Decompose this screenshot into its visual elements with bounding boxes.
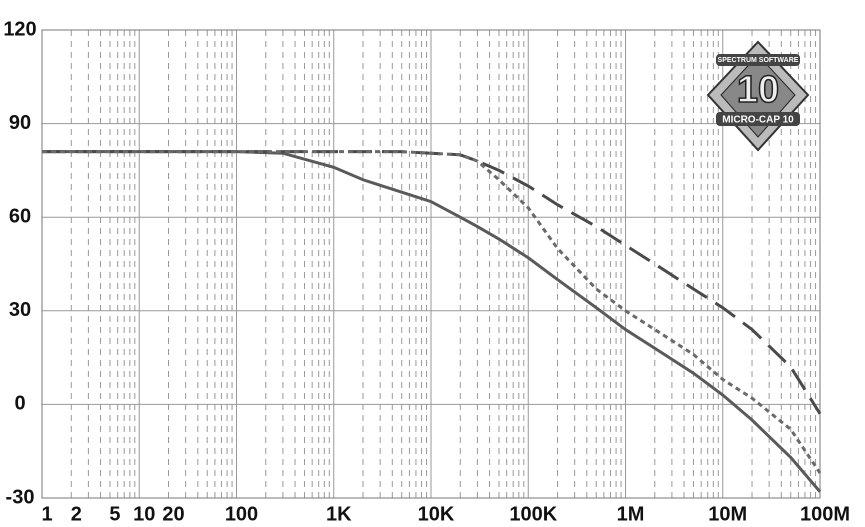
- x-tick-label: 10M: [708, 503, 747, 525]
- x-tick-label: 20: [162, 503, 184, 525]
- logo-inner: [720, 54, 796, 138]
- y-tick-label: -30: [6, 486, 35, 508]
- logo-band: [716, 54, 800, 66]
- x-tick-label: 2: [71, 503, 82, 525]
- logo-band: [716, 112, 800, 126]
- y-tick-label: 90: [9, 112, 31, 134]
- x-tick-label: 5: [109, 503, 120, 525]
- series-line: [42, 150, 822, 415]
- x-tick-label: 1: [41, 503, 52, 525]
- y-tick-label: 60: [9, 205, 31, 227]
- series-line: [42, 150, 822, 493]
- x-tick-label: 1M: [617, 503, 645, 525]
- logo-number: 10: [737, 69, 779, 111]
- x-tick-label: 1K: [326, 503, 352, 525]
- logo-bottom: MICRO-CAP 10: [722, 115, 794, 126]
- x-tick-label: 10K: [418, 503, 455, 525]
- y-tick-label: 120: [3, 18, 36, 40]
- y-tick-label: 0: [14, 393, 25, 415]
- plot-frame: [41, 29, 821, 499]
- logo: SPECTRUM SOFTWARE 10 MICRO-CAP 10: [706, 40, 810, 152]
- logo-top: SPECTRUM SOFTWARE: [718, 57, 799, 64]
- x-tick-label: 100: [225, 503, 258, 525]
- x-tick-label: 100K: [509, 503, 557, 525]
- y-tick-label: 30: [9, 299, 31, 321]
- x-tick-label: 100M: [800, 503, 850, 525]
- x-tick-label: 10: [133, 503, 155, 525]
